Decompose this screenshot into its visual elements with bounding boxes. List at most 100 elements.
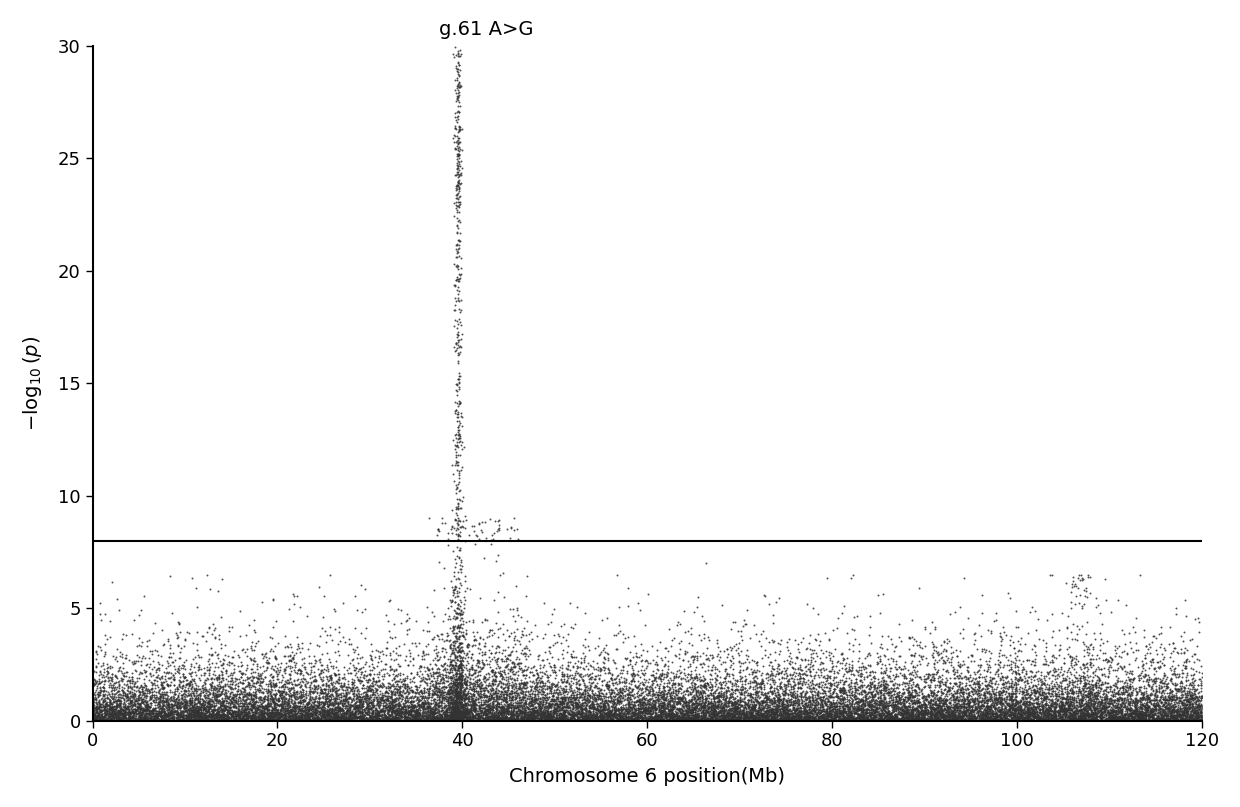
Point <box>272 679 291 692</box>
Point <box>950 688 970 701</box>
Point <box>438 686 458 699</box>
Point <box>765 704 785 717</box>
Point <box>998 714 1018 727</box>
Point <box>942 697 962 710</box>
Point <box>104 709 124 722</box>
Point <box>1007 711 1027 724</box>
Point <box>967 694 987 707</box>
Point <box>696 714 715 727</box>
Point <box>141 698 161 711</box>
Point <box>461 695 481 708</box>
Point <box>198 703 218 716</box>
Point <box>952 690 972 703</box>
Point <box>1034 694 1054 707</box>
Point <box>133 693 153 706</box>
Point <box>202 700 222 713</box>
Point <box>213 695 233 708</box>
Point <box>1161 709 1180 721</box>
Point <box>453 678 472 691</box>
Point <box>608 713 627 726</box>
Point <box>1100 703 1120 716</box>
Point <box>257 661 277 674</box>
Point <box>877 703 897 716</box>
Point <box>813 693 833 706</box>
Point <box>325 707 345 720</box>
Point <box>924 687 944 700</box>
Point <box>1071 713 1091 725</box>
Point <box>450 691 470 704</box>
Point <box>883 706 903 719</box>
Point <box>614 708 634 721</box>
Point <box>128 713 148 726</box>
Point <box>800 712 820 725</box>
Point <box>448 245 467 258</box>
Point <box>879 712 899 725</box>
Point <box>321 691 341 704</box>
Point <box>255 711 275 724</box>
Point <box>712 682 732 695</box>
Point <box>1022 705 1042 718</box>
Point <box>413 671 433 684</box>
Point <box>699 696 719 709</box>
Point <box>928 714 947 727</box>
Point <box>191 709 211 722</box>
Point <box>274 685 294 698</box>
Point <box>1167 713 1187 725</box>
Point <box>997 698 1017 711</box>
Point <box>792 713 812 726</box>
Point <box>450 706 470 719</box>
Point <box>450 621 470 633</box>
Point <box>785 714 805 727</box>
Point <box>910 641 930 654</box>
Point <box>1091 703 1111 716</box>
Point <box>484 593 503 606</box>
Point <box>218 697 238 710</box>
Point <box>321 703 341 716</box>
Point <box>515 677 534 690</box>
Point <box>254 671 274 684</box>
Point <box>155 670 175 683</box>
Point <box>789 669 808 682</box>
Point <box>776 693 796 706</box>
Point <box>831 696 851 709</box>
Point <box>448 678 467 691</box>
Point <box>233 714 253 727</box>
Point <box>365 668 384 681</box>
Point <box>686 683 706 696</box>
Point <box>742 707 761 720</box>
Point <box>280 714 300 727</box>
Point <box>1076 639 1096 652</box>
Point <box>124 706 144 719</box>
Point <box>378 700 398 713</box>
Point <box>193 695 213 708</box>
Point <box>978 693 998 706</box>
Point <box>585 694 605 707</box>
Point <box>440 690 460 703</box>
Point <box>537 709 557 722</box>
Point <box>573 673 593 686</box>
Point <box>176 703 196 716</box>
Point <box>523 708 543 721</box>
Point <box>345 709 365 721</box>
Point <box>1112 682 1132 695</box>
Point <box>639 713 658 726</box>
Point <box>847 705 867 717</box>
Point <box>1018 683 1038 696</box>
Point <box>578 706 598 719</box>
Point <box>450 514 470 527</box>
Point <box>672 713 692 725</box>
Point <box>146 712 166 725</box>
Point <box>443 675 463 688</box>
Point <box>885 696 905 709</box>
Point <box>448 426 467 439</box>
Point <box>1047 699 1066 712</box>
Point <box>358 684 378 696</box>
Point <box>450 430 470 443</box>
Point <box>467 713 487 726</box>
Point <box>181 682 201 695</box>
Point <box>719 670 739 683</box>
Point <box>433 710 453 723</box>
Point <box>585 669 605 682</box>
Point <box>320 670 340 683</box>
Point <box>275 712 295 725</box>
